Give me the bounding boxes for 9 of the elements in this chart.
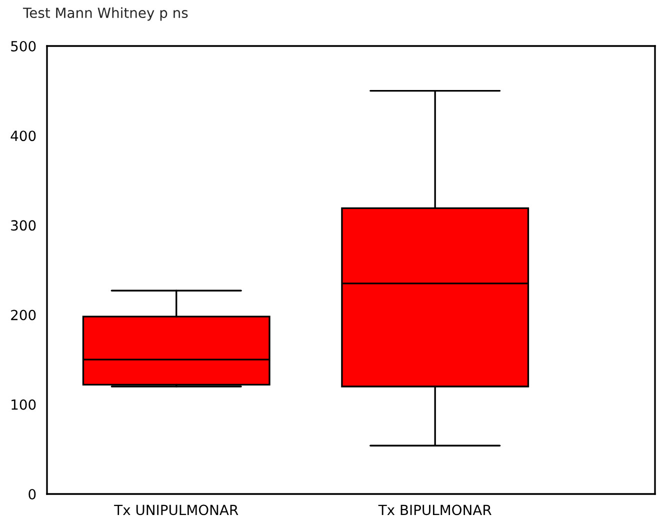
x-tick-label: Tx UNIPULMONAR	[114, 504, 238, 516]
x-tick-label: Tx BIPULMONAR	[378, 504, 492, 516]
chart-title: Test Mann Whitney p ns	[22, 7, 188, 21]
y-tick-label: 100	[12, 399, 36, 410]
y-tick-label: 500	[11, 40, 36, 52]
y-tick-label: 400	[10, 130, 36, 142]
y-tick-label: 300	[11, 220, 36, 231]
y-tick-label: 0	[28, 488, 36, 500]
y-tick-label: 200	[11, 310, 36, 320]
